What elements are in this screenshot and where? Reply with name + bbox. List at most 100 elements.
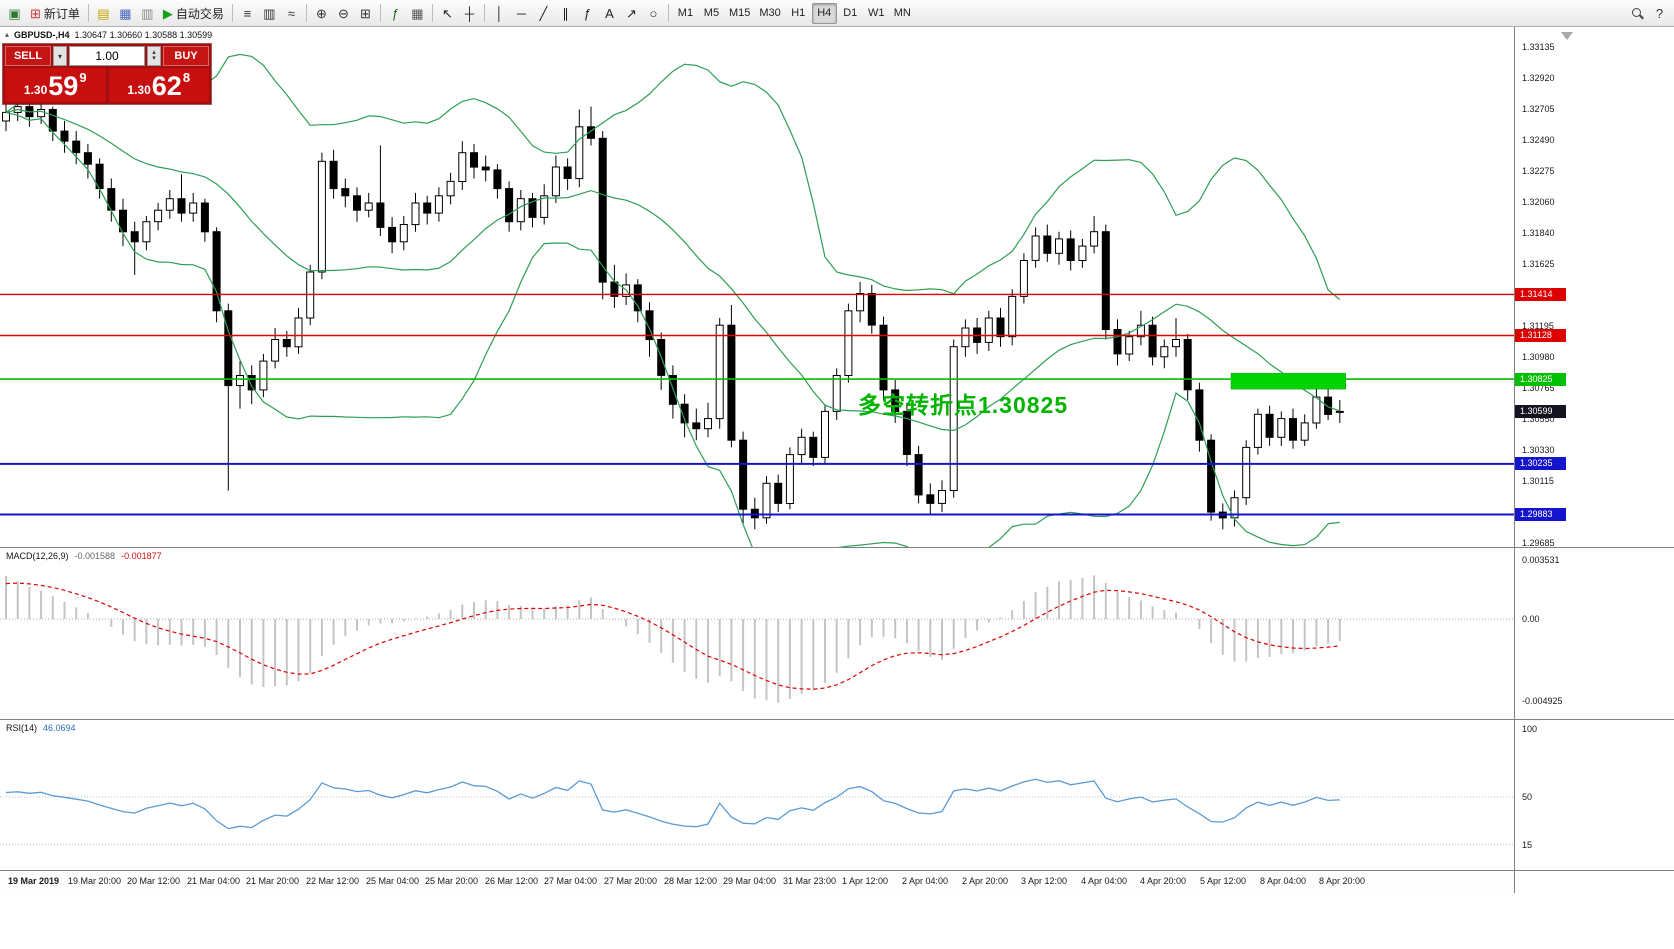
time-label: 31 Mar 23:00: [783, 876, 837, 886]
text-tool-icon[interactable]: A: [599, 3, 620, 24]
chevron-down-icon: ▾: [57, 51, 62, 61]
timeframe-mn-button[interactable]: MN: [893, 7, 911, 19]
search-icon: [1631, 7, 1644, 20]
buy-price-pip: 8: [182, 70, 191, 85]
buy-price[interactable]: 1.30 62 8: [108, 68, 209, 102]
order-type-dropdown[interactable]: ▾: [53, 46, 67, 66]
collapse-panel-icon[interactable]: ▴: [5, 30, 10, 39]
price-tick-label: 1.32275: [1522, 166, 1555, 176]
rsi-label: RSI(14) 46.0694: [6, 723, 76, 733]
macd-name: MACD(12,26,9): [6, 551, 69, 561]
alerts-icon-glyph: ▥: [141, 5, 154, 21]
time-label: 1 Apr 12:00: [842, 876, 889, 886]
templates-icon[interactable]: ▦: [407, 3, 428, 24]
price-tick-label: 1.32060: [1522, 197, 1555, 207]
terminal-icon[interactable]: ▣: [4, 3, 25, 24]
macd-scale-label: 0.00: [1522, 614, 1540, 624]
arrow-tool-icon[interactable]: ↗: [621, 3, 642, 24]
bar-chart-type-icon[interactable]: ≡: [237, 3, 258, 24]
time-label: 26 Mar 12:00: [485, 876, 539, 886]
fibonacci-icon-glyph: ƒ: [583, 5, 592, 21]
buy-button[interactable]: BUY: [163, 46, 209, 66]
indicators-icon[interactable]: ƒ: [385, 3, 406, 24]
buy-price-prefix: 1.30: [127, 83, 151, 97]
rsi-name: RSI(14): [6, 723, 38, 733]
time-label: 20 Mar 12:00: [127, 876, 181, 886]
charts-icon-glyph: ▤: [97, 5, 110, 21]
trendline-icon[interactable]: ╱: [533, 3, 554, 24]
sell-button[interactable]: SELL: [5, 46, 51, 66]
crosshair-icon[interactable]: ┼: [459, 3, 480, 24]
time-label: 21 Mar 20:00: [246, 876, 300, 886]
text-tool-icon-glyph: A: [605, 5, 614, 21]
lot-stepper[interactable]: ▴ ▾: [147, 46, 161, 66]
price-marker-1.31414: 1.31414: [1515, 288, 1566, 301]
time-label: 2 Apr 04:00: [902, 876, 949, 886]
time-axis[interactable]: 19 Mar 2019 19 Mar 20:00 20 Mar 12:00 21 Ma…: [0, 871, 1514, 897]
autotrading-button-label: 自动交易: [175, 6, 224, 21]
macd-scale-label: -0.004925: [1522, 696, 1563, 706]
shapes-tool-icon-glyph: ○: [649, 5, 658, 21]
new-order-button-label: 新订单: [43, 6, 80, 21]
timeframe-h1-button[interactable]: H1: [791, 7, 806, 19]
candlestick-chart-type-icon[interactable]: ▥: [259, 3, 280, 24]
lot-size-input[interactable]: [69, 46, 145, 66]
fibonacci-icon[interactable]: ƒ: [577, 3, 598, 24]
tile-windows-icon[interactable]: ⊞: [355, 3, 376, 24]
macd-label: MACD(12,26,9) -0.001588 -0.001877: [6, 551, 162, 561]
charts-icon[interactable]: ▤: [93, 3, 114, 24]
horizontal-line-icon[interactable]: ─: [511, 3, 532, 24]
sell-price[interactable]: 1.30 59 9: [5, 68, 106, 102]
timeframe-m15-button[interactable]: M15: [728, 7, 751, 19]
help-button[interactable]: ?: [1649, 3, 1670, 24]
line-chart-type-icon[interactable]: ≈: [281, 3, 302, 24]
time-label: 2 Apr 20:00: [962, 876, 1009, 886]
time-label: 22 Mar 12:00: [306, 876, 360, 886]
price-tick-label: 1.30330: [1522, 445, 1555, 455]
macd-value-main: -0.001588: [74, 551, 116, 561]
new-order-button[interactable]: ⊞ 新订单: [26, 3, 84, 24]
candlestick-chart-type-icon-glyph: ▥: [263, 5, 276, 21]
time-label: 19 Mar 20:00: [68, 876, 122, 886]
sell-price-prefix: 1.30: [23, 83, 48, 97]
timeframe-m5-button[interactable]: M5: [703, 7, 720, 19]
timeframe-h4-button[interactable]: H4: [811, 2, 837, 24]
stepper-up-icon: ▴: [152, 49, 156, 56]
timeframe-w1-button[interactable]: W1: [868, 7, 885, 19]
zoom-out-icon[interactable]: ⊖: [333, 3, 354, 24]
channel-icon[interactable]: ∥: [555, 3, 576, 24]
price-marker-1.30825: 1.30825: [1515, 373, 1566, 386]
timeframe-m30-button[interactable]: M30: [759, 7, 781, 19]
time-label: 21 Mar 04:00: [187, 876, 241, 886]
line-chart-type-icon-glyph: ≈: [287, 5, 295, 21]
chart-canvas[interactable]: [0, 27, 1674, 949]
autotrading-button[interactable]: ▶ 自动交易: [159, 3, 228, 24]
shapes-tool-icon[interactable]: ○: [643, 3, 664, 24]
timeframe-d1-button[interactable]: D1: [843, 7, 858, 19]
search-button[interactable]: [1627, 3, 1648, 24]
alerts-icon[interactable]: ▥: [137, 3, 158, 24]
macd-scale-label: 0.003531: [1522, 555, 1560, 565]
help-button-glyph: ?: [1655, 5, 1664, 21]
cursor-icon[interactable]: ↖: [437, 3, 458, 24]
trendline-icon-glyph: ╱: [539, 5, 548, 21]
tile-windows-icon-glyph: ⊞: [359, 5, 371, 21]
crosshair-icon-glyph: ┼: [464, 5, 475, 21]
vertical-line-icon[interactable]: │: [489, 3, 510, 24]
rsi-value: 46.0694: [43, 723, 76, 733]
buy-price-main: 62: [151, 71, 182, 102]
zoom-in-icon-glyph: ⊕: [315, 5, 327, 21]
templates-icon-glyph: ▦: [411, 5, 424, 21]
price-tick-label: 1.32490: [1522, 135, 1555, 145]
price-tick-label: 1.30550: [1522, 414, 1555, 424]
cursor-icon-glyph: ↖: [441, 5, 453, 21]
order-controls-row: SELL ▾ ▴▾ BUY: [5, 46, 209, 66]
profiles-icon-glyph: ▦: [119, 5, 132, 21]
profiles-icon[interactable]: ▦: [115, 3, 136, 24]
price-axis[interactable]: 1.33135 1.32920 1.32705 1.32490 1.32275 1.320…: [1514, 0, 1674, 949]
time-label: 25 Mar 20:00: [425, 876, 479, 886]
zoom-in-icon[interactable]: ⊕: [311, 3, 332, 24]
timeframe-m1-button[interactable]: M1: [677, 7, 694, 19]
price-marker-1.30599: 1.30599: [1515, 405, 1566, 418]
new-order-button-glyph: ⊞: [30, 5, 41, 21]
